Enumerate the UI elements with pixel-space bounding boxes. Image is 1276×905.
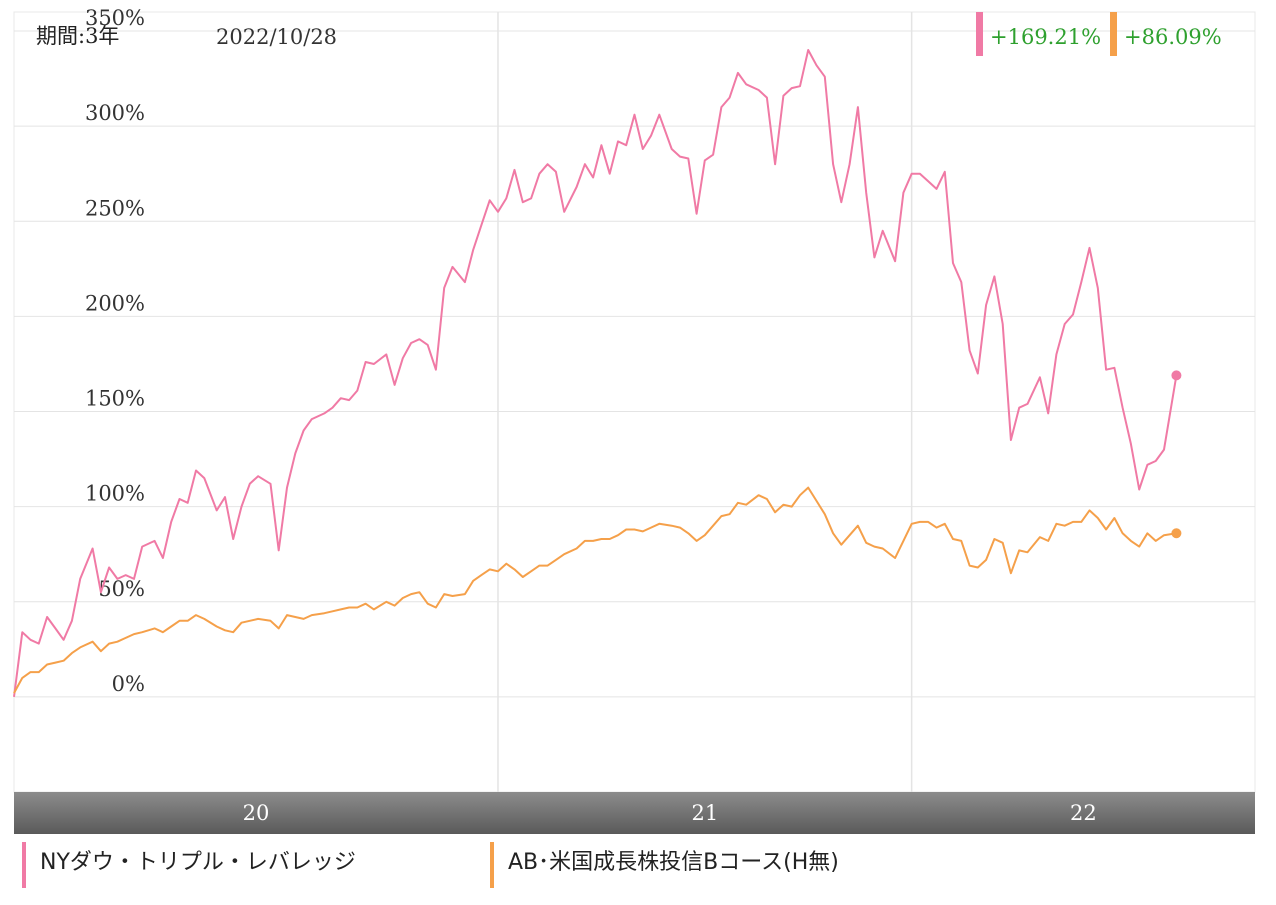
legend-label-2: AB･米国成長株投信Bコース(H無) (508, 850, 839, 875)
return-badges: +169.21% +86.09% (976, 12, 1222, 56)
y-tick-label: 250% (85, 196, 145, 220)
x-tick-label: 20 (243, 801, 270, 825)
y-tick-label: 350% (85, 6, 145, 30)
y-tick-label: 100% (85, 482, 145, 506)
vertical-gridlines (496, 12, 913, 834)
series-end-marker-1 (1171, 370, 1182, 381)
horizontal-gridlines (14, 30, 1255, 698)
return-value-1: +169.21% (990, 25, 1101, 49)
period-label: 期間:3年 (36, 24, 119, 48)
return-badge-swatch-1 (976, 12, 983, 56)
time-axis-bar (14, 792, 1255, 834)
legend-swatch-2 (490, 842, 494, 888)
y-tick-label: 150% (85, 387, 145, 411)
series-end-marker-2 (1171, 528, 1182, 539)
x-tick-label: 22 (1070, 801, 1097, 825)
legend-label-1: NYダウ・トリプル・レバレッジ (40, 850, 356, 875)
return-value-2: +86.09% (1124, 25, 1222, 49)
y-tick-label: 200% (85, 291, 145, 315)
year-tick-labels: 20 21 22 (243, 801, 1097, 825)
y-tick-label: 50% (98, 577, 145, 601)
legend-item-1: NYダウ・トリプル・レバレッジ (22, 842, 356, 888)
y-tick-label: 300% (85, 101, 145, 125)
date-label: 2022/10/28 (216, 25, 337, 49)
y-tick-label: 0% (112, 672, 145, 696)
x-tick-label: 21 (691, 801, 718, 825)
legend-swatch-1 (22, 842, 26, 888)
return-badge-swatch-2 (1110, 12, 1117, 56)
series-lines (13, 49, 1178, 698)
plot-border (13, 11, 1256, 793)
series-end-markers (1171, 370, 1182, 539)
series-line-2 (13, 486, 1177, 694)
legend-item-2: AB･米国成長株投信Bコース(H無) (490, 842, 839, 888)
y-axis-tick-labels: 0% 50% 100% 150% 200% 250% 300% 350% (85, 6, 145, 696)
series-line-1 (13, 49, 1178, 698)
